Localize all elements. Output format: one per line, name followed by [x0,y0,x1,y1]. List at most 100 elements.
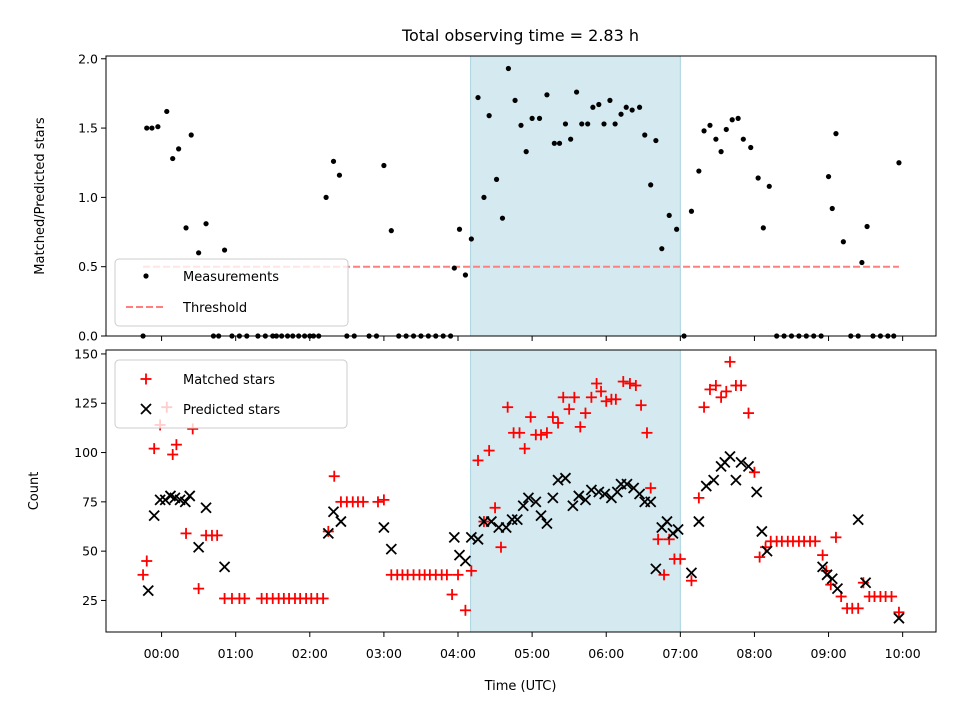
x-tick-label: 00:00 [144,646,180,661]
measurement-point [155,124,161,130]
x-tick-label: 04:00 [440,646,476,661]
measurement-point [475,94,481,101]
predicted-star-point [661,515,673,528]
matched-star-point [328,470,340,482]
predicted-star-point [530,496,542,508]
measurement-point [579,121,585,127]
measurement-point [323,194,329,200]
predicted-star-point [541,517,553,530]
measurement-point [729,117,735,123]
predicted-star-point [611,486,623,498]
predicted-star-point [579,494,592,506]
ratio-y-axis-label: Matched/Predicted stars [33,117,48,275]
predicted-star-point [761,545,773,557]
measurement-point [607,97,613,103]
measurement-point [825,173,832,180]
predicted-star-point [742,460,755,472]
matched-star-point [652,533,664,545]
matched-star-point [830,531,842,543]
predicted-star-point [472,533,484,545]
matched-star-point [180,527,192,539]
matched-star-point [724,356,736,368]
matched-star-point [893,606,905,618]
measurement-point [486,113,492,119]
measurement-point [642,132,648,138]
measurement-point [529,115,535,121]
predicted-star-point [517,500,529,512]
predicted-star-point [700,480,712,492]
matched-star-point [641,427,653,439]
measurement-point [556,140,563,146]
legend-plus-glyph [140,373,152,385]
matched-star-point [489,502,501,514]
measurement-point [659,246,665,252]
measurement-point [144,125,150,131]
y-tick-label: 1.5 [78,121,98,136]
predicted-star-point [200,502,212,514]
measurement-point [666,212,672,219]
measurement-point [523,149,529,155]
matched-star-point [557,391,569,403]
measurement-point [713,136,719,142]
matched-star-point [357,496,369,508]
matched-star-point [472,454,484,466]
measurement-point [590,104,596,110]
matched-star-point [743,407,755,419]
predicted-star-point [535,510,547,522]
x-axis-label: Time (UTC) [484,679,557,694]
predicted-star-point [756,525,768,538]
matched-star-point [817,549,829,561]
matched-star-point [148,443,160,455]
matched-star-point [552,417,564,429]
predicted-star-point [893,612,905,624]
measurement-point [381,162,387,169]
matched-star-point [170,439,182,451]
predicted-star-point [852,513,864,526]
predicted-star-point [831,582,844,595]
x-tick-label: 09:00 [811,646,847,661]
predicted-star-point [559,472,572,484]
measurement-point [760,225,766,231]
matched-star-point [211,529,223,541]
predicted-star-point [816,561,829,573]
chart-title: Total observing time = 2.83 h [401,26,639,45]
ratio-legend-box [114,258,349,327]
matched-star-point [674,553,686,565]
x-tick-label: 10:00 [885,646,921,661]
x-tick-label: 08:00 [736,646,772,661]
predicted-star-point [327,506,340,518]
measurement-point [388,228,394,234]
matched-star-point [600,395,612,407]
matched-star-point [720,385,732,397]
matched-star-point [704,383,716,395]
ratio-y-axis: 0.0 0.5 1.0 1.5 2.0 [78,51,106,344]
measurement-point [336,172,343,178]
predicted-star-point [859,577,872,589]
x-tick-label: 01:00 [218,646,254,661]
predicted-star-point [218,561,231,573]
legend-measurements-label: Measurements [183,270,279,285]
predicted-star-point [485,515,497,528]
predicted-star-point [751,486,763,498]
measurement-point [740,136,746,142]
measurement-point [648,182,654,188]
matched-star-point [617,376,629,388]
predicted-star-point [184,490,196,502]
matched-star-point [535,429,547,441]
matched-star-point [441,569,453,581]
matched-star-point [137,569,149,581]
matched-star-point [595,385,607,397]
predicted-star-point [448,531,460,543]
predicted-star-point [385,543,397,555]
measurement-point [748,144,754,151]
matched-star-point [574,421,586,433]
measurement-point [718,149,724,155]
predicted-star-point [567,500,579,512]
matched-star-point [663,533,675,545]
predicted-stars-series [142,450,905,624]
matched-star-point [635,399,647,411]
matched-star-point [754,551,766,563]
predicted-star-point [672,523,684,536]
measurement-point [636,104,643,110]
matched-star-point [541,427,553,439]
